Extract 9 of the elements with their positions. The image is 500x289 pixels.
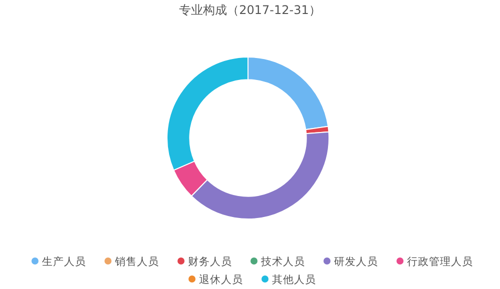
legend-label: 技术人员 [260, 255, 305, 268]
chart-title: 专业构成（2017-12-31） [179, 3, 321, 17]
legend-label: 其他人员 [272, 273, 316, 286]
legend-label: 销售人员 [114, 256, 159, 268]
legend-label: 财务人员 [188, 255, 232, 268]
legend-label: 行政管理人员 [407, 256, 473, 268]
legend-label: 退休人员 [199, 273, 243, 286]
legend-label: 研发人员 [334, 256, 378, 268]
legend-label: 生产人员 [42, 255, 86, 268]
